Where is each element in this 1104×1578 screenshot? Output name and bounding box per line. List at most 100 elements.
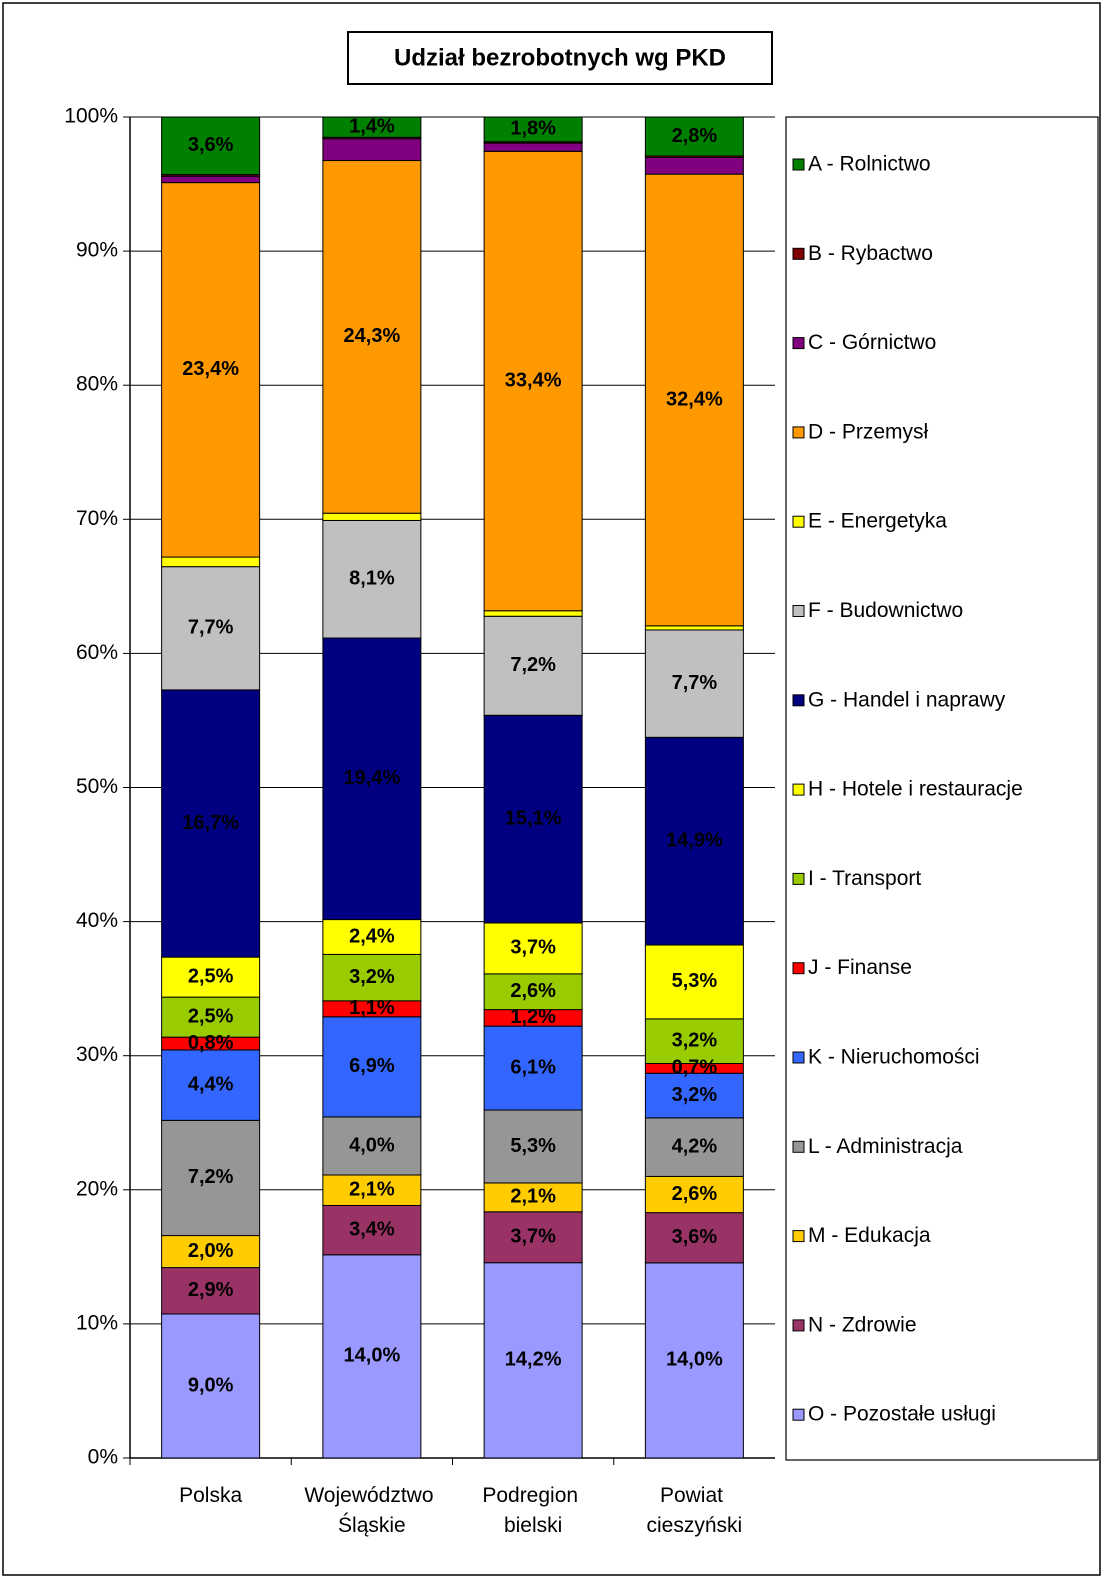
bar-segment [644, 1117, 744, 1177]
legend-swatch [792, 158, 805, 171]
bar-segment [322, 512, 422, 521]
legend-swatch [792, 783, 805, 796]
data-label: 14,9% [666, 829, 723, 851]
bar-segment [644, 629, 744, 738]
bar-segment [161, 175, 261, 184]
bar-segment [483, 1262, 583, 1459]
legend-label: G - Handel i naprawy [808, 688, 1006, 711]
data-label: 3,2% [672, 1084, 718, 1106]
data-label: 6,1% [510, 1056, 556, 1078]
data-label: 1,2% [510, 1006, 556, 1028]
data-label: 3,6% [672, 1226, 718, 1248]
legend-box [785, 116, 1099, 1461]
data-label: 2,9% [188, 1279, 234, 1301]
bar-segment [483, 615, 583, 716]
data-label: 1,1% [349, 997, 395, 1019]
bar-segment [644, 944, 744, 1020]
bar-segment [483, 142, 583, 152]
bar-segment [161, 1049, 261, 1121]
bar-segment [322, 637, 422, 921]
y-tick-label: 90% [76, 239, 118, 262]
data-label: 24,3% [344, 325, 401, 347]
bar-segment [322, 1254, 422, 1459]
data-label: 2,6% [672, 1183, 718, 1205]
y-tick-label: 70% [76, 507, 118, 530]
data-label: 3,6% [188, 134, 234, 156]
bar-segment [161, 556, 261, 568]
bar-segment [483, 1025, 583, 1111]
data-label: 9,0% [188, 1374, 234, 1396]
data-label: 5,3% [672, 970, 718, 992]
data-label: 3,2% [672, 1029, 718, 1051]
data-label: 32,4% [666, 388, 723, 410]
data-label: 3,7% [510, 1226, 556, 1248]
bar-segment [644, 1018, 744, 1065]
data-label: 2,1% [510, 1186, 556, 1208]
data-label: 23,4% [182, 358, 239, 380]
bar-segment [322, 138, 422, 162]
legend-label: B - Rybactwo [808, 242, 933, 265]
y-tick-label: 50% [76, 775, 118, 798]
data-label: 19,4% [344, 767, 401, 789]
bar-segment [483, 150, 583, 612]
legend-swatch [792, 515, 805, 528]
y-tick-label: 20% [76, 1177, 118, 1200]
data-label: 14,2% [505, 1349, 562, 1371]
data-label: 2,6% [510, 980, 556, 1002]
data-label: 33,4% [505, 369, 562, 391]
data-label: 3,4% [349, 1218, 395, 1240]
bar-segment [322, 1016, 422, 1118]
bar-segment [644, 173, 744, 627]
bar-segment [644, 1212, 744, 1264]
bar-segment [161, 1119, 261, 1237]
bar-segment [161, 566, 261, 691]
bar-segment [322, 160, 422, 514]
x-tick-label: Powiat cieszyński [647, 1484, 743, 1537]
data-label: 0,7% [672, 1057, 718, 1079]
legend-label: L - Administracja [808, 1135, 963, 1158]
legend-swatch [792, 872, 805, 885]
bar-segment [322, 953, 422, 1002]
legend-swatch [792, 1140, 805, 1153]
legend-swatch [792, 605, 805, 617]
legend-label: O - Pozostałe usługi [808, 1403, 996, 1426]
data-label: 1,8% [510, 118, 556, 140]
bar-segment [644, 116, 744, 157]
data-label: 7,7% [188, 617, 234, 639]
x-tick-label: Województwo Śląskie [304, 1484, 439, 1537]
data-label: 4,0% [349, 1134, 395, 1156]
data-label: 4,2% [672, 1135, 718, 1157]
bar-segment [322, 116, 422, 138]
data-label: 8,1% [349, 568, 395, 590]
y-tick-label: 0% [88, 1446, 118, 1469]
data-label: 2,5% [188, 965, 234, 987]
bar-segment [161, 182, 261, 558]
legend-swatch [792, 1051, 805, 1064]
legend-label: J - Finanse [808, 956, 912, 979]
legend-label: A - Rolnictwo [808, 153, 931, 176]
chart-title: Udział bezrobotnych wg PKD [394, 44, 726, 71]
bar-segment [644, 156, 744, 175]
data-label: 1,4% [349, 115, 395, 137]
legend-label: C - Górnictwo [808, 331, 936, 354]
bar-segment [483, 714, 583, 924]
y-tick-label: 30% [76, 1043, 118, 1066]
legend-label: K - Nieruchomości [808, 1046, 980, 1069]
legend-swatch [792, 962, 805, 975]
bar-segment [161, 1313, 261, 1459]
data-label: 4,4% [188, 1073, 234, 1095]
data-label: 2,4% [349, 925, 395, 947]
legend-swatch [792, 1408, 805, 1421]
bar-segment [644, 1262, 744, 1459]
bar-segment [483, 1109, 583, 1184]
bar-segment [161, 116, 261, 176]
bar-segment [322, 1116, 422, 1176]
y-tick-label: 80% [76, 373, 118, 396]
bar-segment [322, 1204, 422, 1256]
bar-segment [322, 1174, 422, 1206]
legend-label: F - Budownictwo [808, 599, 963, 622]
data-label: 7,2% [188, 1166, 234, 1188]
bar-segment [483, 116, 583, 143]
